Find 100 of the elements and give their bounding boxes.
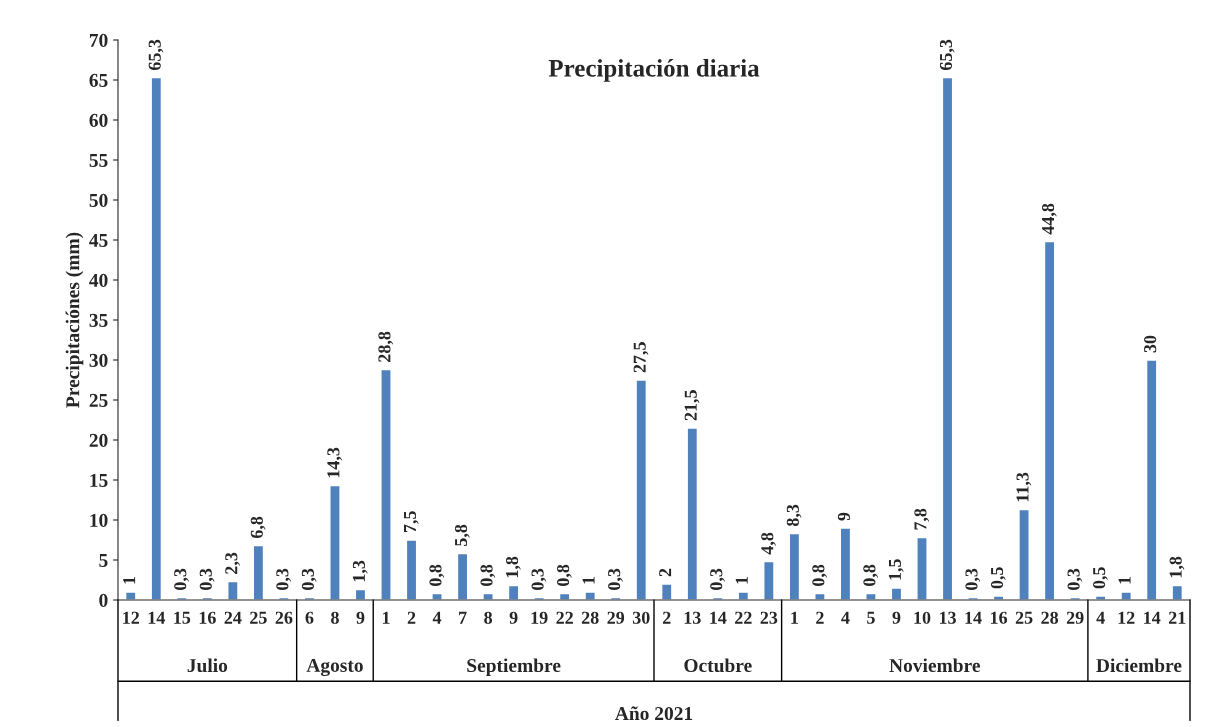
data-label: 8,3 (786, 504, 802, 527)
bar (763, 560, 775, 600)
data-label: 2,3 (225, 552, 240, 574)
x-tick-label: 2 (407, 611, 416, 624)
x-tick-label: 14 (710, 611, 727, 624)
x-tick-label: 1 (382, 611, 390, 624)
x-tick-label: 24 (224, 611, 242, 624)
x-tick-label: 16 (990, 611, 1008, 624)
data-label: 0,8 (812, 564, 828, 586)
bar (1018, 508, 1030, 600)
text: Noviembre (889, 658, 980, 673)
x-tick-label: 25 (250, 611, 267, 624)
data-label: 1,5 (888, 559, 904, 580)
x-tick-label: 30 (632, 611, 650, 624)
x-tick-label: 14 (965, 611, 982, 624)
x-tick-label: 22 (735, 611, 752, 624)
data-label: 0,5 (990, 567, 1006, 589)
bar (405, 539, 418, 600)
y-tick-label: 40 (89, 273, 108, 287)
bar (916, 536, 928, 600)
x-tick-label: 26 (275, 611, 293, 624)
x-tick-label: 23 (760, 611, 778, 624)
data-label: 44,8 (1041, 203, 1057, 235)
y-tick-label: 55 (89, 154, 108, 167)
y-axis-title: Precipitaciónes (mm) (65, 232, 84, 408)
y-tick-label: 50 (89, 193, 108, 207)
data-label: 27,5 (633, 342, 649, 373)
data-label: 1,8 (505, 556, 521, 578)
bar (584, 591, 596, 600)
x-tick-label: 13 (684, 611, 701, 624)
data-label: 0,3 (710, 568, 725, 590)
data-label: 1 (1118, 576, 1131, 584)
x-tick-label: 22 (556, 611, 573, 624)
x-tick-label: 14 (148, 611, 165, 624)
bar (788, 532, 801, 600)
y-tick-label: 35 (89, 313, 108, 327)
data-label: 4,8 (761, 532, 776, 555)
x-tick-label: 14 (1144, 611, 1161, 624)
data-label: 0,3 (199, 568, 215, 590)
text: Octubre (684, 658, 752, 673)
x-tick-label: 10 (914, 611, 931, 624)
data-label: 1,8 (1169, 556, 1185, 578)
x-tick-label: 1 (791, 611, 798, 624)
data-label: 1 (735, 576, 748, 584)
y-tick-label: 5 (99, 554, 108, 567)
x-tick-label: 6 (305, 611, 314, 624)
x-tick-label: 12 (123, 611, 140, 624)
data-label: 1 (123, 576, 136, 584)
x-tick-label: 15 (174, 611, 191, 624)
data-label: 0,3 (608, 568, 623, 590)
data-label: 0,8 (480, 564, 496, 586)
data-label: 0,3 (531, 568, 547, 590)
x-axis-title: Año 2021 (615, 706, 693, 721)
data-label: 1,3 (352, 560, 368, 582)
data-label: 21,5 (684, 390, 700, 421)
data-label: 28,8 (378, 331, 394, 362)
text: Julio (187, 658, 228, 673)
bar (660, 583, 673, 600)
y-tick-label: 20 (89, 433, 108, 447)
y-tick-label: 65 (89, 73, 108, 87)
y-tick-label: 30 (89, 353, 108, 367)
data-label: 11,3 (1016, 472, 1032, 502)
y-tick-label: 0 (99, 593, 108, 607)
text: Diciembre (1096, 658, 1182, 673)
bar (635, 379, 648, 600)
data-label: 7,8 (914, 508, 930, 530)
y-tick-label: 10 (90, 513, 108, 527)
y-tick-label: 15 (90, 473, 108, 487)
y-tick-label: 45 (89, 233, 108, 247)
x-tick-label: 16 (199, 611, 216, 624)
data-label: 2 (659, 568, 672, 577)
data-label: 6,8 (250, 516, 266, 539)
data-label: 0,3 (174, 568, 189, 590)
data-label: 65,3 (939, 39, 955, 71)
x-tick-label: 28 (581, 611, 599, 624)
bar (1120, 591, 1132, 600)
data-label: 0,3 (276, 568, 292, 590)
x-tick-label: 28 (1041, 611, 1059, 624)
x-tick-label: 2 (663, 611, 671, 624)
bar (890, 587, 903, 600)
data-label: 5,8 (454, 524, 470, 546)
data-label: 0,8 (429, 564, 445, 586)
x-tick-label: 29 (1066, 611, 1084, 624)
data-label: 1 (582, 576, 595, 584)
x-tick-label: 9 (892, 611, 901, 624)
data-label: 9 (837, 512, 850, 521)
x-tick-label: 5 (867, 611, 875, 624)
data-label: 0,3 (1067, 568, 1083, 590)
bar (941, 76, 954, 600)
x-tick-label: 4 (841, 611, 850, 624)
bar (124, 591, 137, 600)
bar (227, 580, 239, 600)
data-label: 0,5 (1093, 567, 1108, 589)
bar (329, 484, 341, 600)
x-tick-label: 4 (432, 611, 442, 624)
bar (456, 552, 469, 600)
x-tick-label: 8 (331, 611, 339, 624)
x-tick-label: 8 (484, 611, 493, 624)
data-label: 7,5 (404, 511, 419, 533)
y-tick-label: 70 (89, 33, 108, 47)
